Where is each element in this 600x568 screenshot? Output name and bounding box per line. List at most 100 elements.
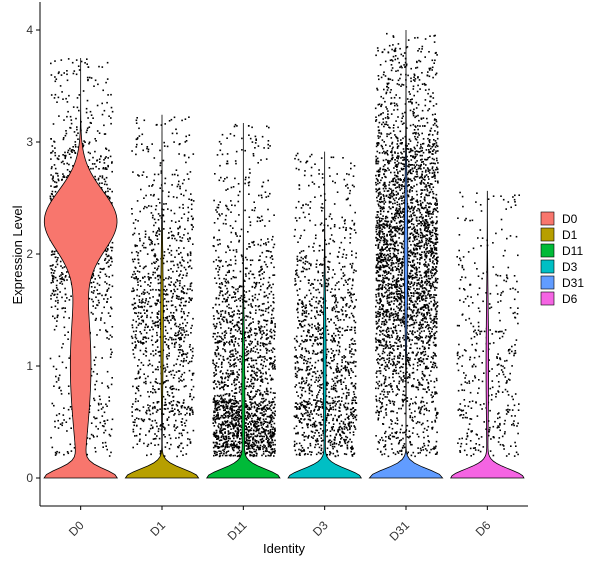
data-point	[256, 348, 258, 351]
data-point	[92, 370, 95, 373]
data-point	[253, 454, 255, 456]
data-point	[251, 209, 253, 211]
data-point	[253, 405, 256, 408]
data-point	[214, 444, 217, 447]
data-point	[257, 243, 259, 246]
data-point	[53, 385, 55, 387]
data-point	[95, 296, 97, 298]
data-point	[138, 409, 141, 412]
data-point	[267, 337, 270, 339]
data-point	[237, 321, 240, 323]
data-point	[146, 316, 148, 319]
data-point	[92, 281, 95, 283]
data-point	[216, 445, 218, 448]
data-point	[190, 349, 192, 351]
data-point	[321, 403, 323, 406]
data-point	[234, 445, 237, 448]
data-point	[187, 217, 189, 220]
data-point	[108, 396, 110, 398]
data-point	[353, 360, 355, 363]
data-point	[106, 300, 108, 303]
data-point	[185, 359, 187, 362]
data-point	[101, 113, 104, 116]
data-point	[258, 282, 261, 284]
data-point	[180, 310, 183, 313]
data-point	[239, 451, 242, 454]
data-point	[268, 416, 271, 418]
data-point	[180, 316, 183, 319]
data-point	[167, 269, 170, 271]
data-point	[247, 429, 250, 432]
data-point	[152, 438, 155, 440]
data-point	[255, 328, 257, 330]
data-point	[271, 420, 274, 423]
data-point	[94, 79, 97, 82]
data-point	[165, 338, 167, 340]
data-point	[309, 219, 311, 222]
data-point	[273, 243, 276, 246]
data-point	[172, 400, 175, 402]
data-point	[235, 402, 238, 404]
data-point	[306, 423, 308, 425]
data-point	[159, 149, 161, 152]
data-point	[229, 455, 232, 457]
data-point	[231, 423, 234, 425]
data-point	[264, 225, 266, 227]
data-point	[136, 200, 139, 202]
data-point	[60, 280, 63, 283]
data-point	[183, 385, 186, 388]
data-point	[52, 315, 54, 318]
data-point	[65, 275, 67, 277]
data-point	[156, 402, 159, 404]
data-point	[254, 135, 257, 138]
data-point	[57, 175, 59, 177]
data-point	[238, 381, 240, 383]
data-point	[220, 259, 222, 262]
data-point	[232, 406, 235, 408]
data-point	[86, 453, 88, 456]
data-point	[301, 376, 304, 379]
data-point	[212, 419, 215, 421]
data-point	[217, 204, 220, 206]
data-point	[354, 426, 356, 428]
data-point	[111, 110, 114, 113]
data-point	[246, 442, 249, 445]
data-point	[108, 284, 111, 286]
data-point	[132, 353, 135, 355]
data-point	[172, 270, 174, 273]
data-point	[327, 382, 329, 385]
data-point	[59, 423, 62, 425]
data-point	[149, 289, 152, 291]
data-point	[232, 432, 234, 434]
data-point	[236, 452, 239, 454]
data-point	[348, 372, 351, 374]
data-point	[258, 274, 261, 276]
data-point	[305, 304, 307, 306]
data-point	[214, 435, 216, 438]
data-point	[101, 66, 104, 68]
data-point	[178, 337, 181, 339]
data-point	[237, 309, 239, 312]
data-point	[103, 162, 106, 164]
data-point	[158, 293, 161, 296]
data-point	[153, 254, 155, 257]
data-point	[71, 151, 73, 153]
data-point	[190, 193, 192, 195]
data-point	[178, 206, 181, 209]
data-point	[163, 220, 166, 223]
data-point	[326, 348, 329, 351]
data-point	[104, 273, 107, 276]
data-point	[253, 366, 255, 369]
data-point	[264, 319, 266, 322]
data-point	[272, 411, 274, 414]
data-point	[171, 342, 173, 345]
data-point	[217, 217, 219, 220]
data-point	[219, 354, 222, 357]
data-point	[266, 415, 269, 418]
data-point	[231, 408, 233, 410]
data-point	[169, 437, 172, 440]
data-point	[299, 237, 301, 239]
data-point	[320, 222, 323, 224]
data-point	[187, 240, 190, 242]
data-point	[166, 363, 168, 366]
